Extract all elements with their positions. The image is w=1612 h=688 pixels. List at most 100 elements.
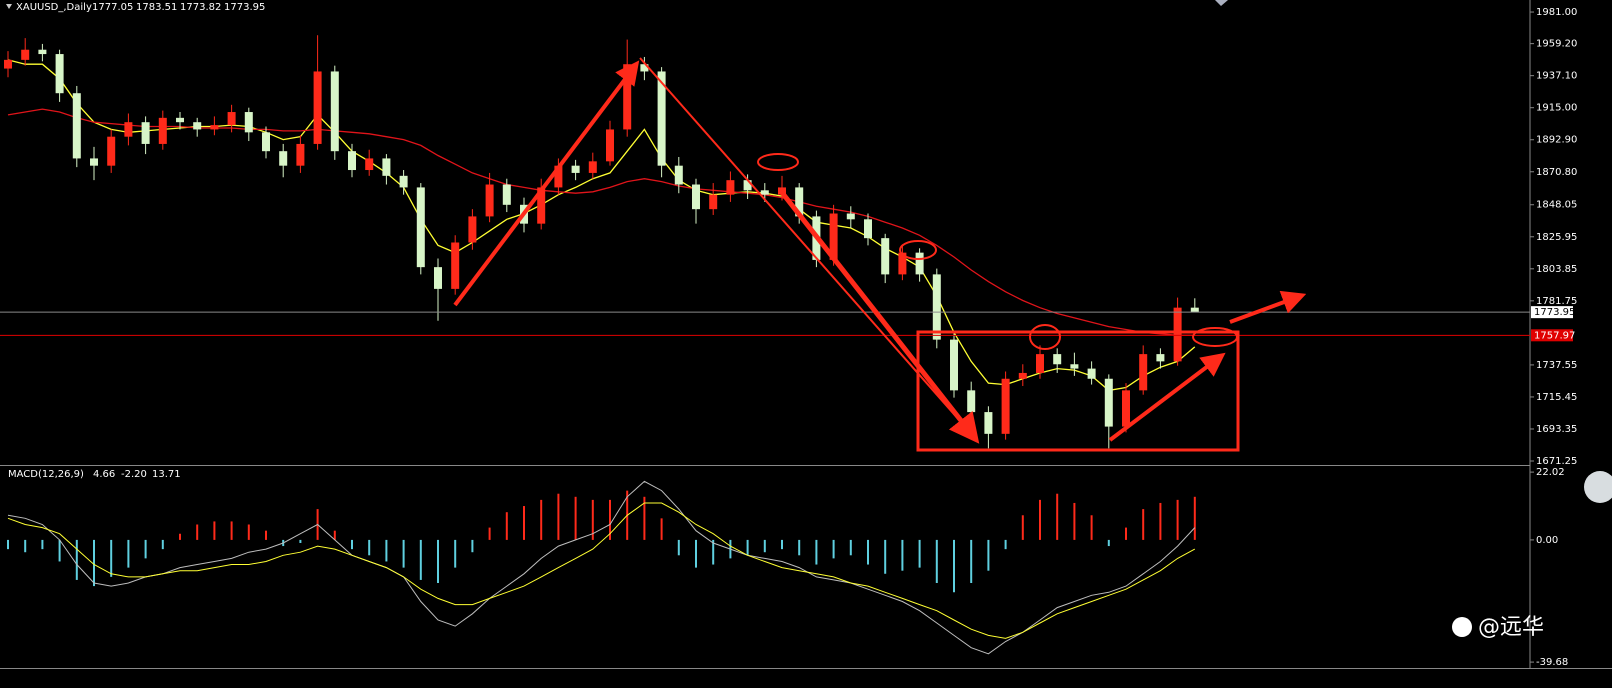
candle-body bbox=[4, 59, 12, 69]
candle-body bbox=[382, 158, 391, 176]
candle-body bbox=[1139, 354, 1148, 391]
y-tick-label: 22.02 bbox=[1536, 467, 1565, 478]
candle-body bbox=[743, 180, 752, 191]
moving-average bbox=[7, 108, 1195, 336]
candle-body bbox=[726, 180, 735, 195]
candle-body bbox=[537, 187, 546, 224]
y-tick-label: 1781.75 bbox=[1536, 296, 1577, 307]
candle-body bbox=[829, 213, 838, 260]
candle-body bbox=[158, 117, 167, 144]
candle-body bbox=[657, 71, 666, 166]
candle-body bbox=[674, 165, 683, 185]
macd-value: 4.66 bbox=[93, 469, 115, 480]
candle-body bbox=[107, 136, 116, 166]
highlight-ellipse bbox=[1192, 327, 1238, 347]
candle-body bbox=[640, 64, 649, 72]
candle-body bbox=[692, 184, 700, 210]
candle-body bbox=[606, 129, 614, 162]
header-close: 1773.95 bbox=[224, 2, 265, 13]
symbol: XAUUSD_,Daily bbox=[16, 2, 92, 13]
macd-title: MACD(12,26,9) bbox=[8, 469, 84, 480]
candle-body bbox=[434, 267, 442, 289]
candle-body bbox=[262, 132, 270, 152]
level-box bbox=[1531, 329, 1573, 342]
trend-line bbox=[639, 57, 976, 439]
macd-line bbox=[7, 502, 1196, 639]
current-price-label: 1773.95 bbox=[1534, 307, 1575, 318]
y-tick-label: 1915.00 bbox=[1536, 103, 1577, 114]
candle-body bbox=[864, 219, 872, 239]
y-tick-label: 1693.35 bbox=[1536, 424, 1577, 435]
macd-histogram-value: 13.71 bbox=[152, 469, 181, 480]
marks: 1981.00 1959.20 1937.10 1915.00 1892.90 1870.… bbox=[0, 7, 1577, 668]
candle-body bbox=[915, 252, 924, 275]
candle-body bbox=[485, 184, 494, 217]
scroll-marker bbox=[1215, 0, 1228, 6]
candle-body bbox=[1173, 307, 1182, 362]
candle-body bbox=[141, 122, 150, 144]
candle-body bbox=[90, 158, 98, 166]
candle-body bbox=[193, 122, 202, 130]
candle-body bbox=[348, 151, 356, 171]
candle-body bbox=[124, 122, 133, 137]
candle-body bbox=[468, 216, 477, 243]
y-tick-label: 1870.80 bbox=[1536, 167, 1577, 178]
candle-body bbox=[571, 165, 580, 173]
y-tick-label: 1825.95 bbox=[1536, 232, 1577, 243]
annotations bbox=[453, 57, 1307, 452]
candle-body bbox=[416, 187, 425, 268]
candle-body bbox=[1122, 390, 1130, 427]
candle-body bbox=[227, 112, 236, 126]
moving-average bbox=[7, 59, 1196, 392]
watermark: @远华 bbox=[1478, 615, 1544, 640]
up-arrow bbox=[453, 60, 640, 307]
up-arrow bbox=[1108, 352, 1226, 442]
y-tick-label: 1803.85 bbox=[1536, 264, 1577, 275]
candle-body bbox=[795, 187, 804, 217]
candle-body bbox=[760, 190, 769, 195]
candle-body bbox=[176, 117, 184, 123]
current-price-box bbox=[1531, 306, 1573, 319]
collapse-icon bbox=[6, 4, 12, 9]
watermark-logo bbox=[1452, 617, 1472, 637]
candle-body bbox=[210, 125, 219, 130]
candle-body bbox=[709, 194, 718, 210]
candle-body bbox=[1190, 307, 1199, 313]
down-arrow bbox=[778, 188, 980, 444]
header-high: 1783.51 bbox=[136, 2, 177, 13]
candle-body bbox=[1104, 378, 1113, 427]
candle-body bbox=[1070, 364, 1079, 369]
highlight-ellipse bbox=[1029, 324, 1061, 350]
y-tick-label: 1892.90 bbox=[1536, 135, 1577, 146]
macd-line bbox=[7, 480, 1196, 655]
breakout-arrow bbox=[1229, 290, 1307, 324]
highlight-ellipse bbox=[757, 153, 799, 171]
header-open: 1777.05 bbox=[92, 2, 133, 13]
candle-body bbox=[399, 175, 408, 188]
candle-body bbox=[846, 213, 855, 220]
candle-body bbox=[365, 158, 374, 171]
candle-body bbox=[984, 412, 993, 434]
candle-body bbox=[1001, 378, 1010, 434]
candle-body bbox=[502, 184, 511, 205]
candle-body bbox=[1053, 354, 1062, 365]
y-tick-label: 1848.05 bbox=[1536, 200, 1577, 211]
y-tick-label: 1981.00 bbox=[1536, 7, 1577, 18]
candle-body bbox=[1018, 372, 1027, 379]
candle-body bbox=[72, 93, 81, 159]
y-tick-label: 1737.55 bbox=[1536, 360, 1577, 371]
candle-body bbox=[623, 64, 632, 130]
level-label: 1757.97 bbox=[1534, 330, 1575, 341]
candle-body bbox=[451, 242, 460, 289]
candle-body bbox=[588, 161, 597, 173]
y-tick-label: 0.00 bbox=[1536, 535, 1558, 546]
candle-body bbox=[950, 339, 958, 391]
candle-body bbox=[38, 49, 47, 55]
candle-body bbox=[881, 238, 890, 275]
y-tick-label: 1937.10 bbox=[1536, 71, 1577, 82]
highlight-ellipse bbox=[899, 240, 937, 260]
header-low: 1773.82 bbox=[180, 2, 221, 13]
candle-body bbox=[21, 49, 30, 60]
